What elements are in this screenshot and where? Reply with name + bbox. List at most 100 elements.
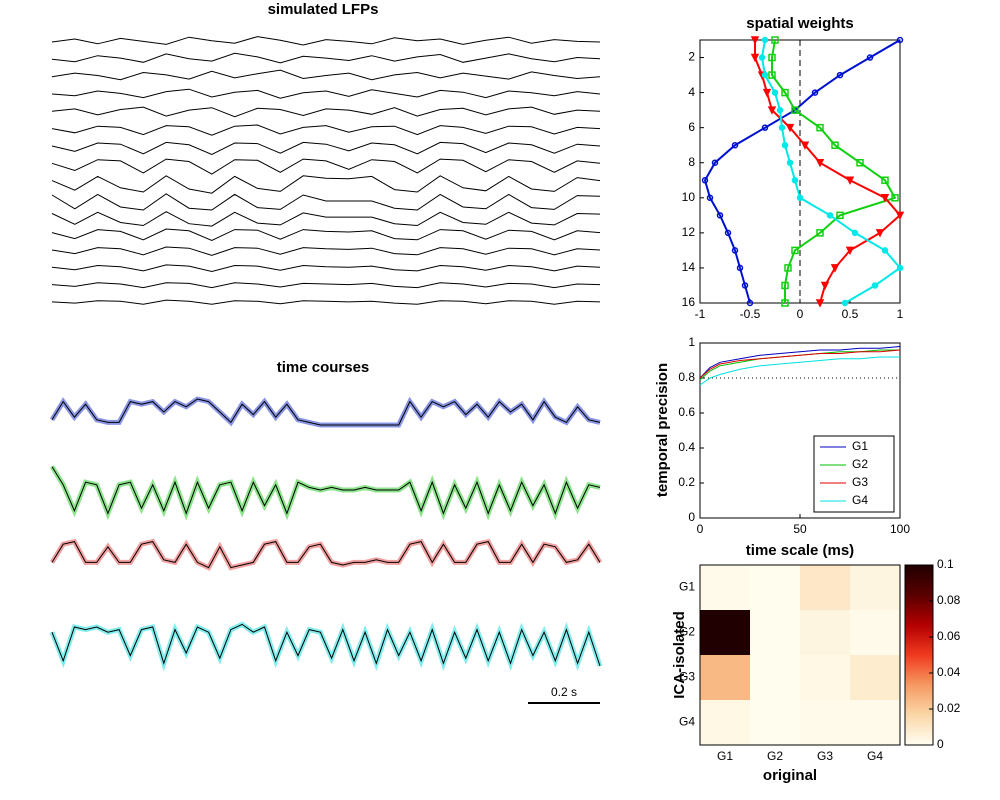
tc-truth bbox=[49, 538, 603, 571]
sw-title: spatial weights bbox=[746, 15, 854, 32]
marker bbox=[815, 299, 825, 308]
hm-ylabel: ICA-isolated bbox=[671, 611, 688, 699]
marker bbox=[820, 281, 830, 291]
lfp-trace bbox=[51, 69, 601, 81]
marker bbox=[816, 229, 824, 237]
x-tick-label: 0.5 bbox=[842, 307, 859, 321]
heat-cell bbox=[750, 565, 801, 611]
tc-estimate bbox=[51, 466, 601, 515]
legend-box bbox=[813, 435, 895, 513]
x-tick-label: 0 bbox=[797, 307, 804, 321]
marker bbox=[891, 194, 899, 202]
marker bbox=[771, 36, 779, 44]
lfp-trace bbox=[51, 106, 601, 118]
tc-estimate bbox=[51, 623, 601, 667]
marker bbox=[830, 264, 840, 273]
colorbar-tick-label: 0.06 bbox=[937, 629, 961, 643]
marker bbox=[746, 299, 754, 307]
heat-cell bbox=[850, 700, 901, 746]
heat-cell bbox=[750, 700, 801, 746]
x-tick-label: G4 bbox=[867, 749, 883, 763]
lfp-trace bbox=[51, 88, 601, 99]
tc-estimate bbox=[51, 541, 601, 569]
y-tick-label: 0.8 bbox=[678, 370, 695, 384]
y-tick-label: 14 bbox=[682, 260, 696, 274]
lfp-trace bbox=[51, 211, 601, 227]
marker bbox=[750, 36, 760, 45]
x-tick-label: 0 bbox=[697, 522, 704, 536]
x-tick-label: G2 bbox=[767, 749, 783, 763]
marker bbox=[771, 89, 779, 96]
marker bbox=[761, 36, 769, 44]
x-tick-label: -1 bbox=[695, 307, 706, 321]
y-tick-label: 0.6 bbox=[678, 405, 695, 419]
weight-line bbox=[760, 39, 902, 304]
marker bbox=[831, 141, 839, 149]
marker bbox=[881, 176, 889, 185]
lfp-trace bbox=[51, 193, 601, 211]
marker bbox=[778, 124, 786, 131]
colorbar bbox=[904, 564, 934, 746]
heat-cell bbox=[700, 700, 751, 746]
lfp-trace bbox=[51, 175, 601, 194]
precision-line bbox=[699, 349, 900, 381]
heat-cell bbox=[750, 655, 801, 701]
heat-cell bbox=[850, 610, 901, 656]
marker bbox=[731, 247, 739, 254]
marker bbox=[758, 54, 766, 61]
marker bbox=[880, 194, 890, 203]
colorbar-tick-label: 0.08 bbox=[937, 593, 961, 607]
y-tick-label: 12 bbox=[682, 225, 696, 239]
marker bbox=[845, 246, 855, 256]
marker bbox=[785, 123, 795, 133]
lfp-trace bbox=[51, 158, 601, 175]
marker bbox=[875, 229, 885, 238]
y-tick-label: 16 bbox=[682, 295, 696, 309]
marker bbox=[851, 229, 859, 237]
y-tick-label: 4 bbox=[688, 85, 695, 99]
marker bbox=[836, 71, 844, 79]
marker bbox=[845, 176, 855, 185]
heat-cell bbox=[800, 610, 851, 656]
precision-line bbox=[699, 356, 900, 386]
y-tick-label: 2 bbox=[688, 50, 695, 64]
y-tick-label: 6 bbox=[688, 120, 695, 134]
marker bbox=[781, 88, 789, 97]
marker bbox=[781, 281, 789, 290]
marker bbox=[724, 229, 732, 237]
y-tick-label: 0.4 bbox=[678, 440, 695, 454]
marker bbox=[750, 53, 760, 63]
marker bbox=[711, 159, 719, 166]
marker bbox=[811, 89, 819, 96]
marker bbox=[762, 88, 772, 98]
colorbar-tick-label: 0.02 bbox=[937, 701, 961, 715]
lfp-title: simulated LFPs bbox=[268, 1, 379, 18]
marker bbox=[871, 282, 879, 289]
marker bbox=[895, 211, 905, 221]
lfp-trace bbox=[51, 36, 601, 46]
marker bbox=[784, 264, 792, 272]
scale-bar-label: 0.2 s bbox=[551, 685, 577, 699]
marker bbox=[768, 53, 776, 62]
tc-title: time courses bbox=[277, 359, 370, 376]
x-tick-label: -0.5 bbox=[740, 307, 761, 321]
precision-line bbox=[699, 346, 901, 379]
marker bbox=[761, 124, 769, 131]
marker bbox=[800, 141, 810, 150]
tp-xlabel: time scale (ms) bbox=[746, 542, 854, 559]
tc-estimate bbox=[51, 398, 601, 426]
marker bbox=[768, 71, 776, 79]
lfp-trace bbox=[51, 299, 601, 305]
y-tick-label: G4 bbox=[679, 715, 695, 729]
heat-cell bbox=[800, 700, 851, 746]
lfp-trace bbox=[51, 246, 601, 256]
x-tick-label: G3 bbox=[817, 749, 833, 763]
x-tick-label: 50 bbox=[793, 522, 807, 536]
y-tick-label: G1 bbox=[679, 580, 695, 594]
heat-cell bbox=[850, 655, 901, 701]
marker bbox=[741, 282, 749, 289]
marker bbox=[731, 141, 739, 149]
weight-line bbox=[754, 40, 902, 304]
y-tick-label: 1 bbox=[688, 335, 695, 349]
